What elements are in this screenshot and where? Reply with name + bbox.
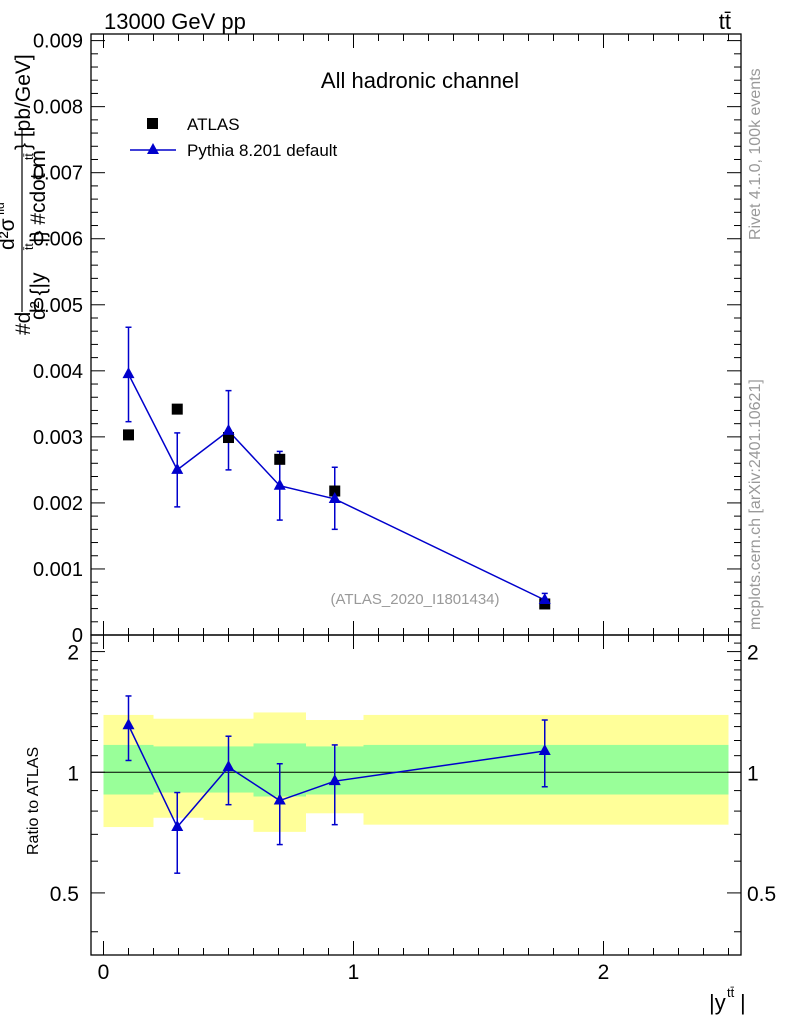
main-ytick-label: 0.002 xyxy=(33,493,83,515)
main-ytick-label: 0.007 xyxy=(33,163,83,185)
ylabel-numerator: d²σ xyxy=(0,218,19,250)
main-mc-point xyxy=(328,491,341,503)
main-ytick-label: 0.006 xyxy=(33,229,83,251)
main-mc-point xyxy=(122,367,135,379)
main-data-point xyxy=(274,453,286,465)
main-mc-point xyxy=(538,592,551,604)
ratio-ytick-label: 2 xyxy=(67,642,79,665)
ratio-xtick-label: 0 xyxy=(98,961,110,984)
main-plot: 0 0.001 0.002 0.003 0.004 0.005 0.006 0.007 0.00… xyxy=(0,31,742,647)
ratio-mc-point xyxy=(171,820,184,832)
ylabel-prefix: #d xyxy=(12,312,35,335)
main-ytick-label: 0.005 xyxy=(33,295,83,317)
main-mc-point xyxy=(171,462,184,474)
main-data-point xyxy=(171,403,183,415)
main-data-point xyxy=(223,432,234,444)
ylabel-denominator: d² {|y xyxy=(27,272,50,320)
ratio-mc-point xyxy=(122,718,135,730)
ratio-ytick-label-right: 1 xyxy=(747,762,759,785)
main-mc-point xyxy=(222,423,235,435)
ylabel-suffix: } [pb/GeV] xyxy=(12,54,35,150)
ylabel-denominator-sup: t̄t xyxy=(22,243,36,251)
main-ytick-label: 0.001 xyxy=(33,559,83,581)
ratio-frame xyxy=(90,634,742,956)
main-mc-errorbars xyxy=(125,326,548,608)
ratio-ytick-label-right: 0.5 xyxy=(747,883,776,906)
ratio-ylabel: Ratio to ATLAS xyxy=(25,747,42,855)
ratio-xtick-label: 1 xyxy=(348,961,360,984)
xlabel-tail: | xyxy=(740,990,746,1015)
process-label: tt̄ xyxy=(719,9,731,34)
main-data-points xyxy=(123,403,551,610)
ratio-mc-points xyxy=(122,718,551,832)
ratio-mc-point xyxy=(273,793,286,805)
ratio-ytick-labels: 0.5 0.5 1 1 2 2 xyxy=(50,642,776,906)
analysis-tag: (ATLAS_2020_I1801434) xyxy=(330,591,499,608)
main-ytick-label: 0.008 xyxy=(33,97,83,119)
main-ytick-label: 0.009 xyxy=(33,31,83,53)
rivet-label: Rivet 4.1.0, 100k events xyxy=(747,68,764,240)
main-mc-series-line xyxy=(127,373,546,601)
ylabel-denominator-tail-sup: tt̄ xyxy=(22,153,36,160)
xlabel-base: |y xyxy=(709,990,726,1015)
main-data-point xyxy=(123,429,134,441)
main-mc-points xyxy=(122,367,551,604)
ratio-mc-point xyxy=(222,760,235,772)
main-ytick-label: 0 xyxy=(72,625,83,647)
legend-marker-pythia xyxy=(147,143,159,154)
ratio-mc-point xyxy=(538,743,551,755)
xlabel-sup: tt̄ xyxy=(727,985,735,1000)
legend-label-atlas: ATLAS xyxy=(187,115,240,134)
main-mc-line xyxy=(127,373,546,601)
main-ytick-label: 0.004 xyxy=(33,361,83,383)
ratio-xlabel: |y tt̄ | xyxy=(709,985,746,1015)
main-data-point xyxy=(329,485,341,497)
ratio-band-inner xyxy=(153,746,204,793)
ratio-mc-series-line xyxy=(127,724,545,829)
ylabel-denominator-tail: |} #cdot m xyxy=(27,150,50,243)
ratio-mc-line xyxy=(127,724,545,829)
energy-label: 13000 GeV pp xyxy=(104,9,246,34)
ratio-xtick-labels: 0 1 2 xyxy=(98,961,610,984)
main-ytick-label: 0.003 xyxy=(33,427,83,449)
main-ytick-labels: 0 0.001 0.002 0.003 0.004 0.005 0.006 0.007 0.00… xyxy=(33,31,83,647)
legend-label-pythia: Pythia 8.201 default xyxy=(187,141,338,160)
mcplots-label: mcplots.cern.ch [arXiv:2401.10621] xyxy=(747,379,764,630)
ratio-plot: 0.5 0.5 1 1 2 2 0 1 2 Ratio to ATLAS |y tt̄ | xyxy=(25,634,776,1015)
ylabel-numerator-sup: fid xyxy=(0,202,7,215)
main-mc-point xyxy=(273,478,286,490)
ratio-ytick-label-right: 2 xyxy=(747,642,759,665)
main-title: All hadronic channel xyxy=(321,68,519,93)
ratio-axis-ticks xyxy=(91,635,741,955)
legend-marker-atlas xyxy=(147,118,158,129)
legend: ATLAS Pythia 8.201 default xyxy=(130,115,338,160)
main-axis-ticks xyxy=(91,34,741,636)
ratio-mc-point xyxy=(328,774,341,786)
ratio-ytick-label: 1 xyxy=(67,762,79,785)
ratio-ytick-label: 0.5 xyxy=(50,883,79,906)
main-ylabel: #d d²σ fid d² {|y t̄t |} #cdot m tt̄ } [… xyxy=(0,54,50,335)
ratio-xtick-label: 2 xyxy=(598,961,610,984)
